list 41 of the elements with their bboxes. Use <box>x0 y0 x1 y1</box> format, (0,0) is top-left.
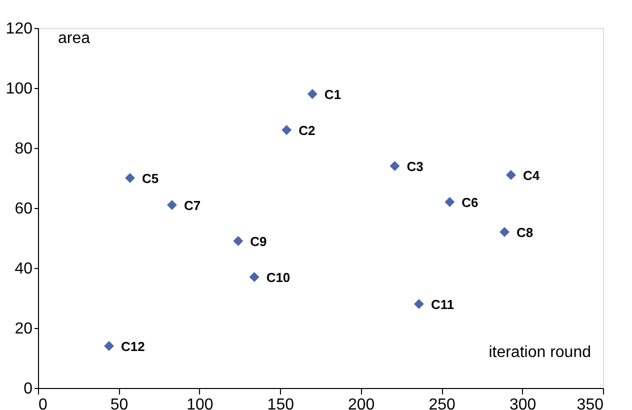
x-tick-label: 100 <box>186 396 214 410</box>
y-tick-label: 20 <box>14 320 33 338</box>
annotation: C9 <box>250 234 267 249</box>
point <box>307 89 318 99</box>
point <box>249 272 260 282</box>
point <box>500 227 510 237</box>
y-tick-label: 0 <box>24 380 33 398</box>
y-axis-title: area <box>58 30 90 47</box>
y-tick-label: 120 <box>6 20 33 38</box>
annotation: C10 <box>266 270 290 285</box>
x-tick-label: 250 <box>428 396 456 410</box>
x-tick-label: 350 <box>576 396 604 410</box>
point <box>390 161 400 171</box>
annotation: C6 <box>462 195 478 210</box>
annotation: C1 <box>324 87 342 102</box>
x-tick-label: 300 <box>509 396 536 410</box>
x-tick-label: 50 <box>110 396 128 410</box>
point <box>233 236 244 246</box>
annotation: C12 <box>121 339 145 354</box>
point <box>414 299 424 309</box>
annotation: C4 <box>522 168 540 183</box>
point <box>506 170 516 180</box>
point <box>166 200 177 210</box>
x-axis-title: iteration round <box>488 344 591 361</box>
y-tick-label: 80 <box>14 140 33 158</box>
annotation: C7 <box>184 198 201 213</box>
annotation: C2 <box>298 123 316 138</box>
x-tick-label: 0 <box>38 396 48 410</box>
annotation: C11 <box>430 297 454 312</box>
point <box>444 197 455 207</box>
annotation: C3 <box>406 159 424 174</box>
point <box>104 341 114 351</box>
y-tick-label: 60 <box>14 200 33 218</box>
point <box>282 125 292 135</box>
y-tick-label: 40 <box>14 260 33 278</box>
point <box>125 173 136 183</box>
annotation: C8 <box>516 225 534 240</box>
annotation: C5 <box>142 171 159 186</box>
y-tick-label: 100 <box>6 80 33 98</box>
x-tick-label: 150 <box>267 396 294 410</box>
x-tick-label: 200 <box>348 396 375 410</box>
